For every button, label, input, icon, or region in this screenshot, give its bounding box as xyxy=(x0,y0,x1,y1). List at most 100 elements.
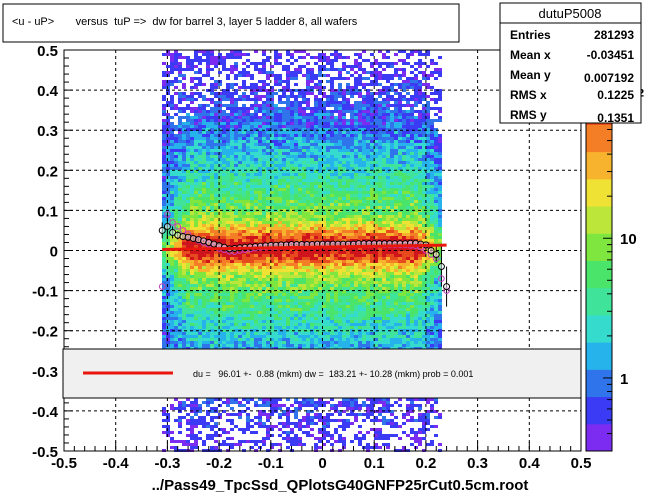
heatmap-cell xyxy=(218,296,222,299)
heatmap-cell xyxy=(266,323,270,326)
heatmap-cell xyxy=(174,257,178,260)
heatmap-cell xyxy=(318,278,322,281)
heatmap-cell xyxy=(326,140,330,143)
heatmap-cell xyxy=(270,251,274,254)
heatmap-cell xyxy=(166,230,170,233)
heatmap-cell xyxy=(318,428,322,431)
heatmap-cell xyxy=(302,254,306,257)
heatmap-cell xyxy=(306,107,310,110)
heatmap-cell xyxy=(294,98,298,101)
heatmap-cell xyxy=(234,320,238,323)
heatmap-cell xyxy=(270,404,274,407)
heatmap-cell xyxy=(210,275,214,278)
heatmap-cell xyxy=(302,287,306,290)
heatmap-cell xyxy=(270,137,274,140)
heatmap-cell xyxy=(218,152,222,155)
heatmap-cell xyxy=(210,302,214,305)
heatmap-cell xyxy=(222,326,226,329)
heatmap-cell xyxy=(234,179,238,182)
heatmap-cell xyxy=(190,287,194,290)
heatmap-cell xyxy=(182,161,186,164)
heatmap-cell xyxy=(318,110,322,113)
heatmap-cell xyxy=(218,80,222,83)
heatmap-cell xyxy=(314,128,318,131)
heatmap-cell xyxy=(290,311,294,314)
heatmap-cell xyxy=(226,185,230,188)
heatmap-cell xyxy=(266,152,270,155)
heatmap-cell xyxy=(190,281,194,284)
heatmap-cell xyxy=(310,167,314,170)
heatmap-cell xyxy=(318,398,322,401)
heatmap-cell xyxy=(202,185,206,188)
heatmap-cell xyxy=(218,71,222,74)
heatmap-cell xyxy=(162,296,166,299)
heatmap-cell xyxy=(254,134,258,137)
heatmap-cell xyxy=(186,188,190,191)
heatmap-cell xyxy=(270,95,274,98)
heatmap-cell xyxy=(290,146,294,149)
heatmap-cell xyxy=(322,104,326,107)
heatmap-cell xyxy=(174,194,178,197)
heatmap-cell xyxy=(214,170,218,173)
heatmap-cell xyxy=(250,215,254,218)
heatmap-cell xyxy=(222,335,226,338)
heatmap-cell xyxy=(166,218,170,221)
heatmap-cell xyxy=(286,218,290,221)
heatmap-cell xyxy=(258,305,262,308)
heatmap-cell xyxy=(194,245,198,248)
heatmap-cell xyxy=(266,200,270,203)
heatmap-cell xyxy=(290,56,294,59)
heatmap-cell xyxy=(162,431,166,434)
heatmap-cell xyxy=(302,188,306,191)
heatmap-cell xyxy=(258,221,262,224)
heatmap-cell xyxy=(290,224,294,227)
heatmap-cell xyxy=(302,149,306,152)
heatmap-cell xyxy=(186,278,190,281)
heatmap-cell xyxy=(210,128,214,131)
heatmap-cell xyxy=(314,125,318,128)
heatmap-cell xyxy=(182,134,186,137)
heatmap-cell xyxy=(258,140,262,143)
heatmap-cell xyxy=(326,314,330,317)
heatmap-cell xyxy=(166,221,170,224)
heatmap-cell xyxy=(202,332,206,335)
heatmap-cell xyxy=(238,296,242,299)
heatmap-cell xyxy=(218,185,222,188)
heatmap-cell xyxy=(178,293,182,296)
heatmap-cell xyxy=(278,137,282,140)
heatmap-cell xyxy=(230,215,234,218)
heatmap-cell xyxy=(210,227,214,230)
heatmap-cell xyxy=(306,155,310,158)
heatmap-cell xyxy=(198,332,202,335)
heatmap-cell xyxy=(258,206,262,209)
heatmap-cell xyxy=(162,278,166,281)
heatmap-cell xyxy=(286,116,290,119)
heatmap-cell xyxy=(202,440,206,443)
heatmap-cell xyxy=(250,275,254,278)
heatmap-cell xyxy=(302,179,306,182)
heatmap-cell xyxy=(298,305,302,308)
heatmap-cell xyxy=(198,161,202,164)
heatmap-cell xyxy=(222,191,226,194)
heatmap-cell xyxy=(218,128,222,131)
heatmap-cell xyxy=(186,296,190,299)
heatmap-cell xyxy=(182,308,186,311)
heatmap-cell xyxy=(270,146,274,149)
heatmap-cell xyxy=(258,311,262,314)
heatmap-cell xyxy=(330,287,334,290)
heatmap-cell xyxy=(198,299,202,302)
heatmap-cell xyxy=(258,278,262,281)
heatmap-cell xyxy=(270,89,274,92)
heatmap-cell xyxy=(274,170,278,173)
heatmap-cell xyxy=(178,317,182,320)
heatmap-cell xyxy=(294,314,298,317)
heatmap-cell xyxy=(230,317,234,320)
heatmap-cell xyxy=(246,422,250,425)
heatmap-cell xyxy=(182,68,186,71)
heatmap-cell xyxy=(262,104,266,107)
heatmap-cell xyxy=(270,428,274,431)
heatmap-cell xyxy=(258,419,262,422)
heatmap-cell xyxy=(334,77,338,80)
heatmap-cell xyxy=(242,179,246,182)
heatmap-cell xyxy=(166,413,170,416)
